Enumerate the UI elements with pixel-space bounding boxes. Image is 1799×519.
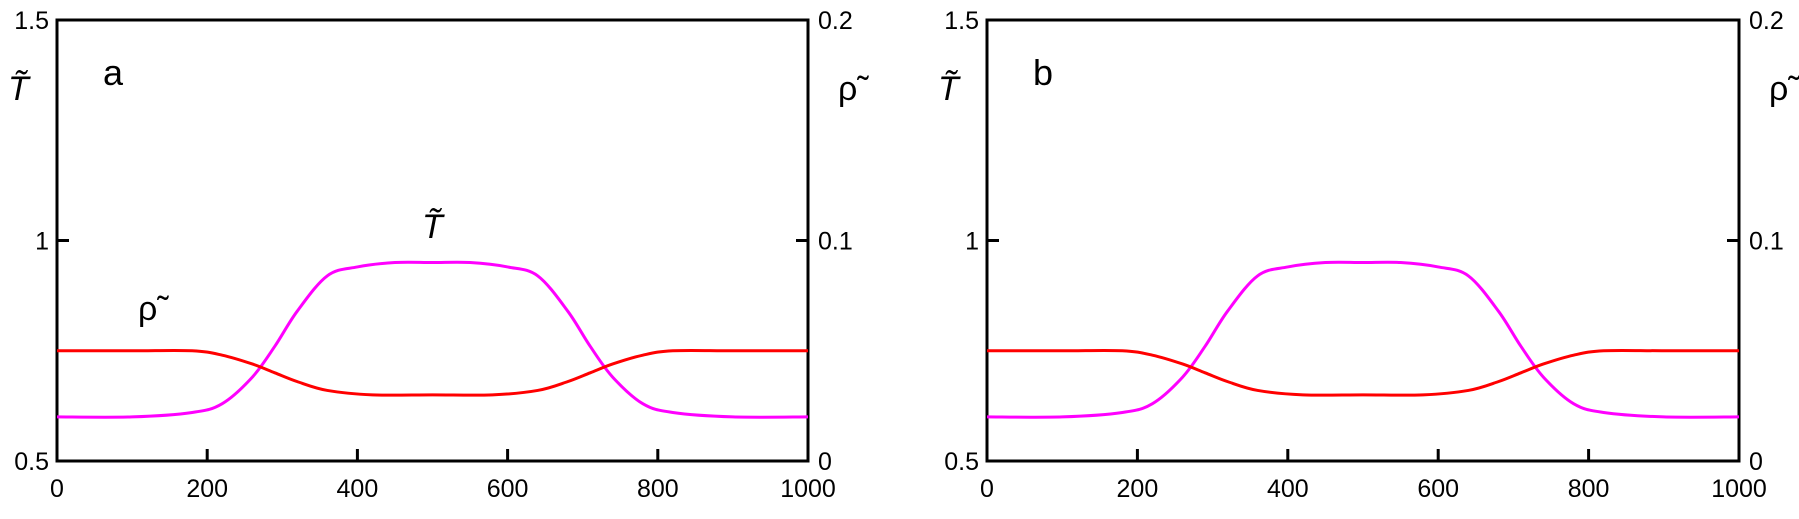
- x-tick-label: 400: [1267, 475, 1309, 503]
- curve-label-rho: ρ̃: [138, 290, 169, 328]
- x-tick-label: 1000: [1711, 475, 1767, 503]
- y-tick-label-left: 0.5: [14, 448, 49, 476]
- x-tick-label: 600: [1417, 475, 1459, 503]
- temperature-curve: [56, 260, 809, 419]
- y-tick-label-right: 0: [1749, 448, 1763, 476]
- temperature-curve: [986, 260, 1740, 419]
- y-tick-label-left: 1.5: [944, 7, 979, 35]
- x-tick-label: 0: [50, 475, 64, 503]
- axis-ticks: 0 200 400 600 800 1000 0.5 1 1.5 0 0.1 0.2: [14, 7, 853, 503]
- axis-ticks: 0 200 400 600 800 1000 0.5 1 1.5 0 0.1 0.2: [944, 7, 1784, 503]
- left-axis-label: T̃: [8, 70, 31, 108]
- data-curves: [56, 260, 809, 419]
- x-tick-label: 0: [980, 475, 994, 503]
- y-tick-label-right: 0.1: [1749, 228, 1784, 256]
- y-tick-label-right: 0: [818, 448, 832, 476]
- curve-label-t: T̃: [422, 208, 445, 246]
- x-tick-label: 800: [1568, 475, 1610, 503]
- density-curve: [986, 348, 1739, 397]
- y-tick-label-right: 0.2: [1749, 7, 1784, 35]
- data-curves: [986, 260, 1740, 419]
- x-tick-label: 200: [1117, 475, 1159, 503]
- panel-label: a: [103, 52, 124, 93]
- left-axis-label: T̃: [938, 70, 961, 108]
- y-tick-label-left: 1.5: [14, 7, 49, 35]
- panel-b: 0 200 400 600 800 1000 0.5 1 1.5 0 0.1 0.2 b T̃ ρ̃: [938, 7, 1799, 503]
- y-tick-label-left: 1: [35, 228, 49, 256]
- panel-label: b: [1033, 52, 1053, 93]
- x-tick-label: 200: [186, 475, 228, 503]
- x-tick-label: 600: [487, 475, 529, 503]
- x-tick-label: 800: [637, 475, 679, 503]
- y-tick-label-right: 0.1: [818, 228, 853, 256]
- y-tick-label-left: 1: [965, 228, 979, 256]
- y-tick-label-right: 0.2: [818, 7, 853, 35]
- density-curve: [56, 348, 808, 397]
- right-axis-label: ρ̃: [838, 70, 869, 108]
- right-axis-label: ρ̃: [1769, 70, 1799, 108]
- x-tick-label: 400: [337, 475, 379, 503]
- y-tick-label-left: 0.5: [944, 448, 979, 476]
- x-tick-label: 1000: [780, 475, 836, 503]
